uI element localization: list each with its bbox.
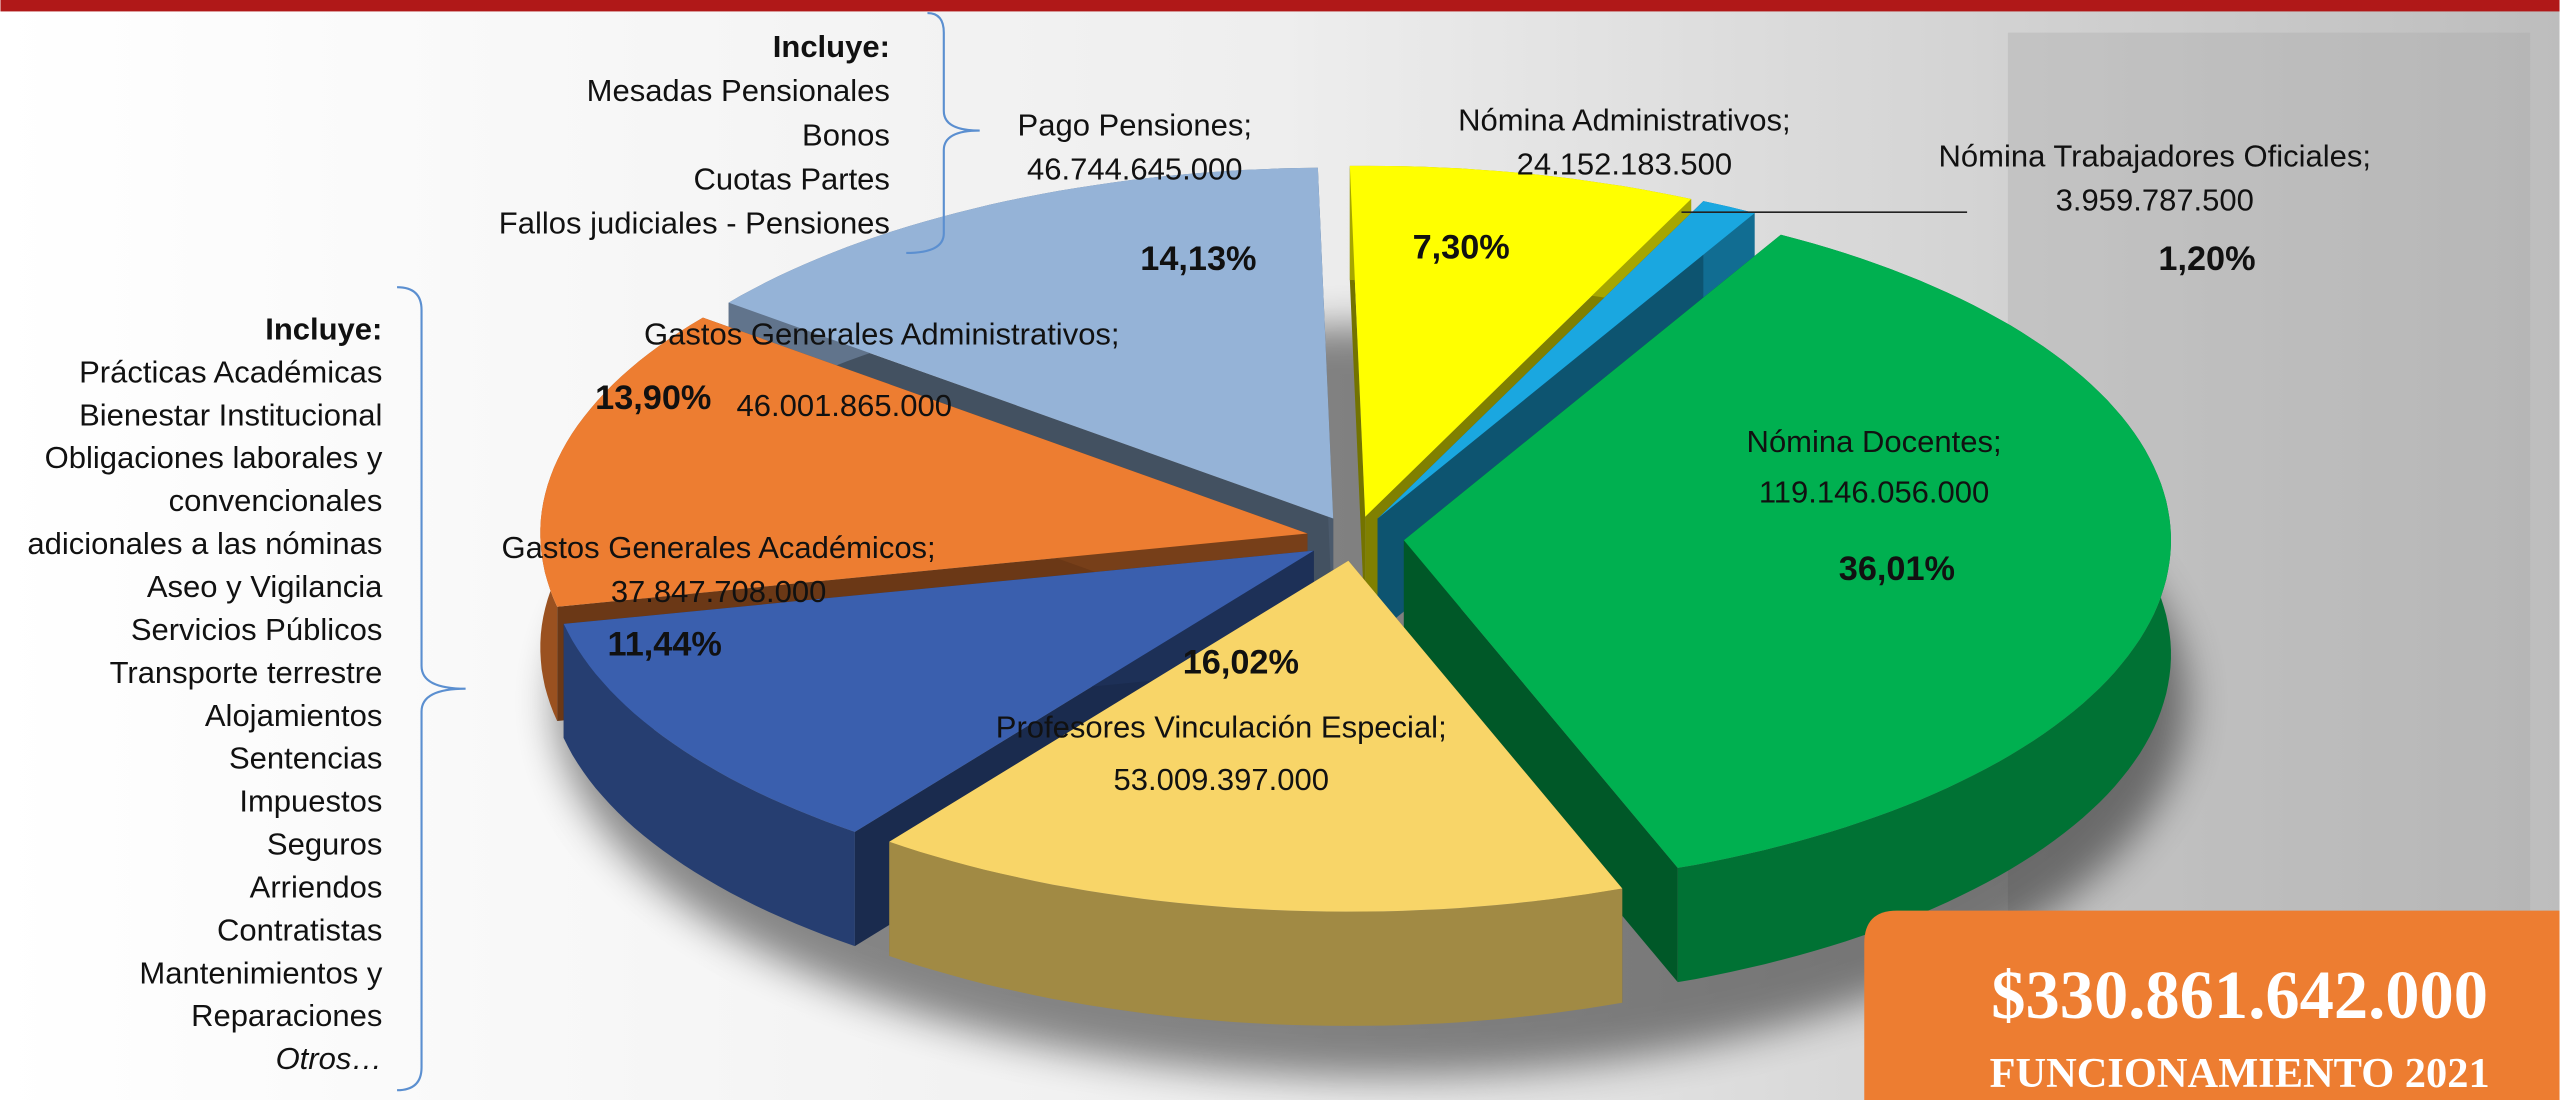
slice-wall (1349, 165, 1366, 631)
note-item: Cuotas Partes (694, 161, 890, 196)
note-item: Mantenimientos y (139, 955, 382, 990)
note-item: Contratistas (217, 912, 382, 947)
note-title: Incluye: (773, 29, 890, 64)
total-box (1864, 910, 2560, 1100)
note-item: convencionales (169, 483, 383, 518)
percent-label: 36,01% (1839, 550, 1955, 588)
slice (563, 550, 1314, 832)
note-item: Alojamientos (205, 698, 382, 733)
value-label: 53.009.397.000 (1113, 762, 1329, 797)
slice-label: Pago Pensiones; (1018, 107, 1252, 142)
pie (540, 165, 2171, 1026)
value-label: 46.001.865.000 (736, 388, 951, 423)
note-item: Fallos judiciales - Pensiones (499, 205, 890, 240)
slice-label: Nómina Administrativos; (1458, 103, 1791, 138)
percent-label: 16,02% (1183, 643, 1299, 681)
note-item: Transporte terrestre (110, 655, 383, 690)
total-amount: $330.861.642.000 (1991, 957, 2488, 1033)
value-label: 46.744.645.000 (1027, 152, 1243, 187)
note-title: Incluye: (265, 311, 382, 346)
slice-label: Nómina Trabajadores Oficiales; (1939, 138, 2371, 173)
slice (889, 560, 1623, 912)
percent-label: 14,13% (1140, 240, 1256, 278)
note-item: Impuestos (239, 784, 382, 819)
percent-label: 11,44% (608, 625, 722, 663)
note-item: Seguros (267, 827, 382, 862)
slice (1403, 234, 2171, 868)
note-item: Obligaciones laborales y (45, 440, 383, 475)
note-item: Bienestar Institucional (79, 397, 382, 432)
slice (1377, 201, 1755, 519)
slice-side (563, 623, 855, 947)
note-item: adicionales a las nóminas (27, 526, 382, 561)
slice (728, 167, 1334, 519)
total-caption: FUNCIONAMIENTO 2021 (1990, 1050, 2490, 1097)
percent-label: 7,30% (1413, 229, 1510, 267)
value-label: 24.152.183.500 (1517, 147, 1733, 182)
slice-label: Gastos Generales Administrativos; (644, 316, 1120, 351)
note-item: Reparaciones (191, 998, 382, 1033)
slice-side (889, 841, 1623, 1026)
note-item: Servicios Públicos (131, 612, 383, 647)
note-item: Aseo y Vigilancia (147, 569, 383, 604)
slice-label: Profesores Vinculación Especial; (996, 710, 1447, 745)
value-label: 3.959.787.500 (2056, 183, 2254, 218)
value-label: 37.847.708.000 (611, 574, 826, 609)
note-item: Mesadas Pensionales (587, 73, 890, 108)
brace (397, 286, 466, 1092)
note-item: Sentencias (229, 741, 382, 776)
value-label: 119.146.056.000 (1759, 475, 1989, 510)
slice-label: Gastos Generales Académicos; (501, 530, 935, 565)
slice-wall (1403, 540, 1678, 983)
note-item: Arriendos (250, 869, 383, 904)
note-item: Prácticas Académicas (79, 354, 382, 389)
slice-label: Nómina Docentes; (1747, 424, 2002, 459)
notes: Incluye: Mesadas Pensionales Bonos Cuotas P… (27, 29, 890, 1076)
slice (1349, 165, 1692, 517)
slice (540, 317, 1308, 607)
percent-label: 13,90% (595, 379, 711, 417)
note-item: Otros… (276, 1041, 383, 1076)
top-bar (0, 0, 2560, 12)
note-item: Bonos (802, 117, 890, 152)
percent-label: 1,20% (2158, 240, 2255, 278)
brace (906, 11, 980, 255)
